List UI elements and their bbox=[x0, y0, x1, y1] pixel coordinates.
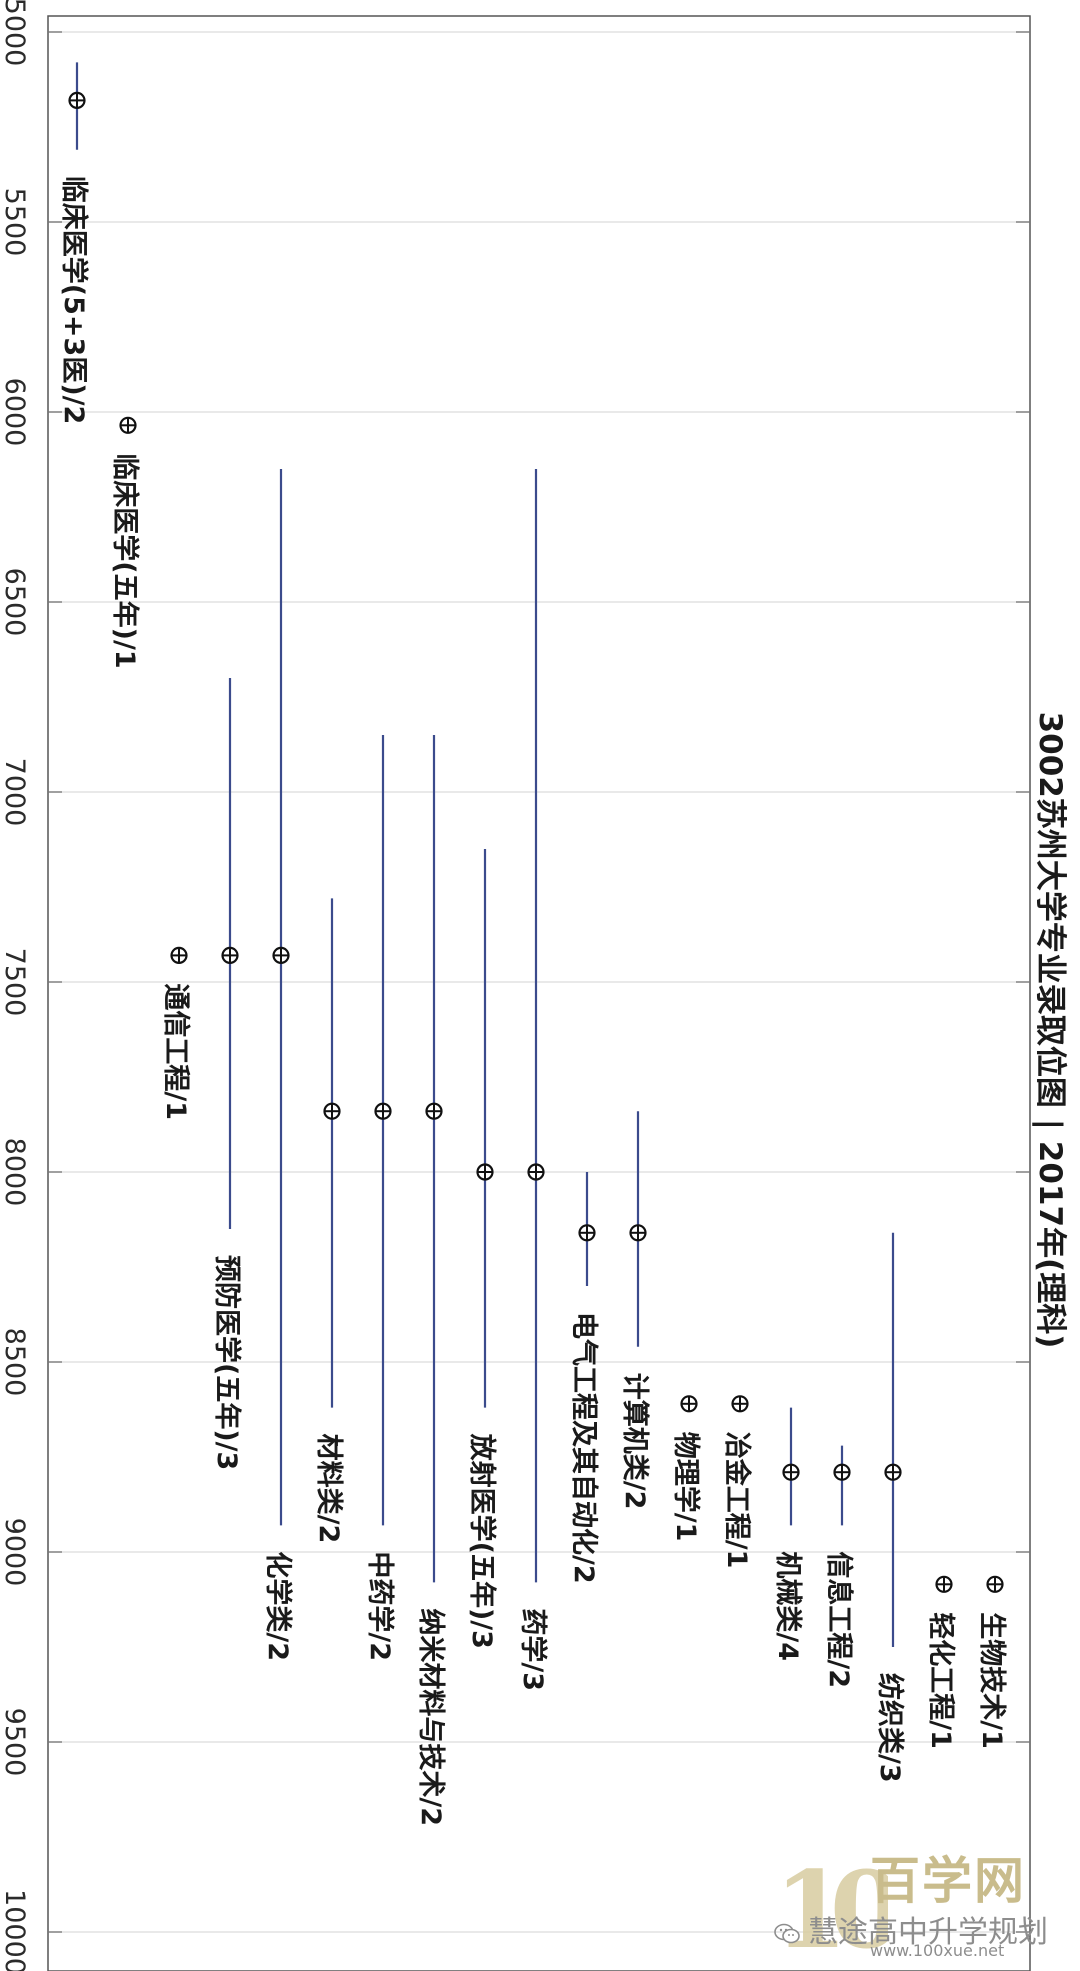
tick-label: 5000 bbox=[0, 0, 30, 66]
tick-label: 7000 bbox=[0, 758, 30, 827]
tick-label: 10000 bbox=[0, 1889, 30, 1971]
tick-labels: 5000 5500 6000 6500 7000 7500 8000 8500 9000 9500… bbox=[0, 0, 30, 1971]
tick-label: 9000 bbox=[0, 1518, 30, 1587]
point-labels: 临床医学(5+3医)/2 临床医学(五年)/1 通信工程/1 预防医学(五年)/3 化学… bbox=[58, 176, 1007, 1826]
point-label: 纳米材料与技术/2 bbox=[415, 1608, 447, 1826]
brand-logo-icon: 100 bbox=[774, 1847, 888, 1965]
point-label: 化学类/2 bbox=[262, 1551, 294, 1661]
watermark-account: 慧途高中升学规划 bbox=[774, 1907, 1048, 1951]
point-label: 放射医学(五年)/3 bbox=[466, 1433, 498, 1649]
tick-label: 8000 bbox=[0, 1138, 30, 1207]
point-label: 药学/3 bbox=[517, 1608, 549, 1691]
point-label: 纺织类/3 bbox=[874, 1673, 906, 1783]
point-label: 物理学/1 bbox=[670, 1432, 702, 1542]
point-label: 临床医学(5+3医)/2 bbox=[58, 176, 90, 425]
watermark-brand: 百学网 bbox=[870, 1851, 1026, 1910]
plot-frame bbox=[47, 15, 1031, 1971]
point-label: 通信工程/1 bbox=[160, 983, 191, 1120]
wechat-icon bbox=[774, 1923, 800, 1943]
svg-text:100: 100 bbox=[774, 1847, 888, 1965]
point-label: 信息工程/2 bbox=[823, 1551, 855, 1688]
tick-label: 7500 bbox=[0, 948, 30, 1017]
point-label: 临床医学(五年)/1 bbox=[109, 453, 141, 668]
tick-label: 5500 bbox=[0, 188, 30, 257]
tick-label: 6000 bbox=[0, 378, 30, 447]
point-label: 电气工程及其自动化/2 bbox=[568, 1312, 600, 1584]
watermark-url: www.100xue.net bbox=[870, 1941, 1005, 1960]
point-label: 轻化工程/1 bbox=[925, 1612, 956, 1749]
gridlines bbox=[48, 31, 1030, 1933]
point-label: 机械类/4 bbox=[772, 1551, 803, 1661]
point-label: 生物技术/1 bbox=[976, 1612, 1007, 1749]
chart-title: 3002苏州大学专业录取位图 | 2017年(理科) bbox=[1032, 712, 1068, 1349]
tick-label: 9500 bbox=[0, 1708, 30, 1777]
watermark: 100 百学网 慧途高中升学规划 www.100xue.net bbox=[770, 1835, 1070, 1965]
point-label: 预防医学(五年)/3 bbox=[211, 1255, 243, 1470]
point-label: 计算机类/2 bbox=[619, 1373, 651, 1510]
tick-label: 6500 bbox=[0, 568, 30, 637]
point-label: 中药学/2 bbox=[364, 1551, 396, 1661]
data-series bbox=[68, 62, 1004, 1647]
watermark-account-text: 慧途高中升学规划 bbox=[808, 1915, 1048, 1950]
point-label: 材料类/2 bbox=[313, 1434, 344, 1544]
tick-label: 8500 bbox=[0, 1328, 30, 1397]
point-label: 冶金工程/1 bbox=[721, 1432, 753, 1569]
